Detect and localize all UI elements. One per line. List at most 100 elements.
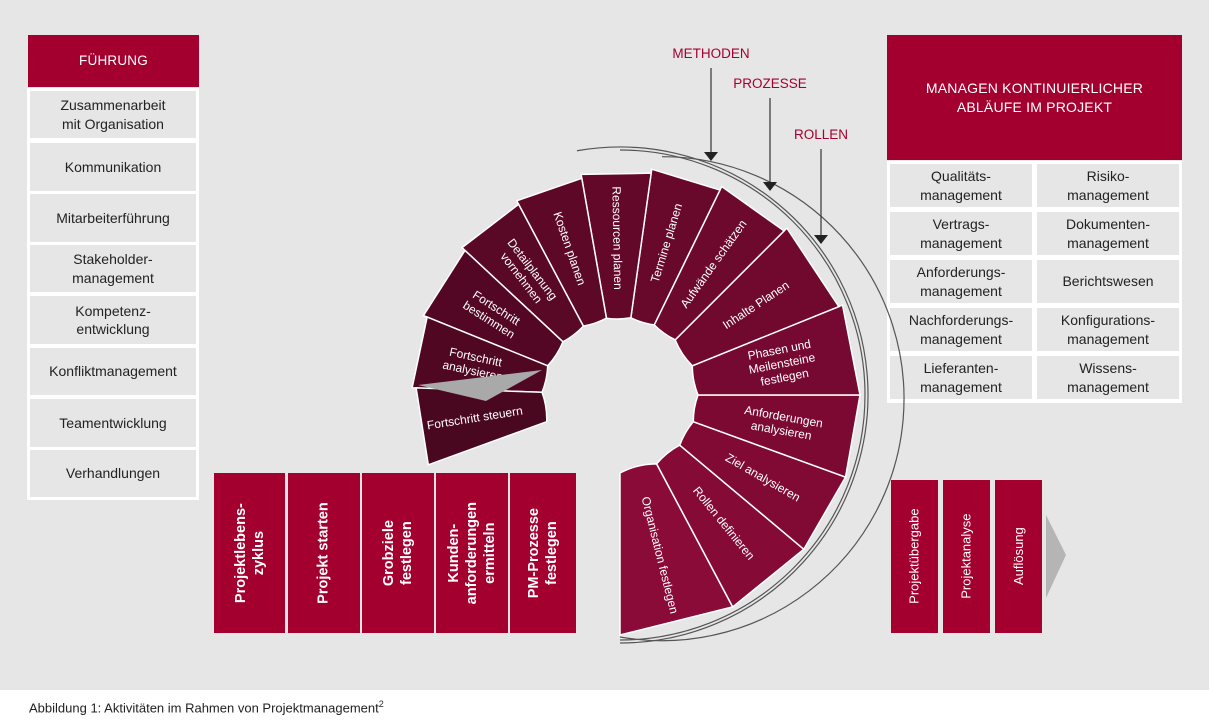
- ablauf-item: Lieferanten-management: [890, 356, 1032, 399]
- ablauf-item-label: Risiko-management: [1067, 167, 1149, 203]
- fuehrung-item-line2: entwicklung: [76, 321, 150, 337]
- spiral-segment-label: Ressourcen planen: [609, 186, 625, 290]
- ablauf-item-line1: Vertrags-: [932, 216, 990, 233]
- fuehrung-item-line1: Stakeholder-: [73, 251, 153, 268]
- pointer-label: ROLLEN: [794, 127, 848, 142]
- fuehrung-item-label: Kompetenz-entwicklung: [75, 302, 150, 338]
- spiral-segment: [655, 444, 806, 609]
- pointer-label: PROZESSE: [733, 76, 807, 91]
- spiral-segment: [678, 420, 847, 551]
- spiral-segment: [691, 304, 861, 396]
- ablauf-item-label: Anforderungs-management: [917, 263, 1006, 299]
- fuehrung-item-line2: management: [72, 269, 154, 286]
- ablauf-item-line1: Berichtswesen: [1062, 273, 1154, 290]
- ablauf-item-label: Konfigurations-management: [1061, 311, 1155, 347]
- fuehrung-item: Stakeholder-management: [30, 245, 196, 292]
- figure-caption: Abbildung 1: Aktivitäten im Rahmen von P…: [29, 699, 384, 715]
- ablauf-item: Risiko-management: [1037, 164, 1179, 207]
- ablauf-item: Berichtswesen: [1037, 260, 1179, 303]
- spiral-segment: [580, 172, 653, 320]
- start-phase: PM-Prozesse festlegen: [510, 473, 576, 633]
- fuehrung-item-label: Zusammenarbeit mit Organisation: [60, 96, 165, 132]
- ablauf-item-line2: management: [920, 234, 1002, 251]
- pointer-label: METHODEN: [672, 46, 749, 61]
- fuehrung-item-line1: Mitarbeiterführung: [56, 209, 170, 226]
- pointer-labels: METHODEN PROZESSE ROLLEN: [672, 46, 848, 244]
- fuehrung-item: Kommunikation: [30, 143, 196, 191]
- fuehrung-item-label: Teamentwicklung: [59, 414, 166, 432]
- ablauf-item-label: Lieferanten-management: [920, 359, 1002, 395]
- ablauf-item-label: Dokumenten-management: [1066, 215, 1150, 251]
- ablauf-item-line1: Dokumenten-: [1065, 216, 1151, 233]
- pointer-arrow-icon: [763, 182, 777, 191]
- ablauf-item-line1: Konfigurations-: [1060, 312, 1156, 329]
- spiral-outline-arc: [619, 149, 866, 641]
- ablauf-item: Nachforderungs-management: [890, 308, 1032, 351]
- fuehrung-item: Konfliktmanagement: [30, 348, 196, 395]
- spiral-segment: [619, 463, 734, 636]
- ablauf-item-line2: management: [920, 330, 1002, 347]
- fuehrung-item-line2: mit Organisation: [62, 115, 164, 132]
- ablaeufe-header: MANAGEN KONTINUIERLICHER ABLÄUFE IM PROJ…: [887, 35, 1182, 160]
- ablauf-item-label: Qualitäts-management: [920, 167, 1002, 203]
- ablauf-item-line1: Anforderungs-: [916, 264, 1006, 281]
- ablauf-item-line2: management: [1067, 378, 1149, 395]
- fuehrung-header: FÜHRUNG: [28, 35, 199, 87]
- fuehrung-item-line1: Kompetenz-: [75, 302, 151, 319]
- pointer-arrow-icon: [814, 235, 828, 244]
- diagram-canvas: FÜHRUNG Zusammenarbeit mit Organisation Ko…: [0, 0, 1209, 690]
- pointer-arrow-icon: [704, 152, 718, 161]
- fuehrung-item-label: Stakeholder-management: [72, 250, 154, 286]
- ablauf-item-line1: Lieferanten-: [923, 360, 999, 377]
- ablaeufe-header-line2: ABLÄUFE IM PROJEKT: [956, 98, 1113, 115]
- ablauf-item-line2: management: [920, 378, 1002, 395]
- ablauf-item: Konfigurations-management: [1037, 308, 1179, 351]
- fuehrung-item: Teamentwicklung: [30, 399, 196, 447]
- ablauf-item-line2: management: [1067, 330, 1149, 347]
- ablauf-item-line2: management: [920, 282, 1002, 299]
- spiral-segment: [460, 203, 585, 343]
- ablauf-item-line2: management: [920, 186, 1002, 203]
- fuehrung-item-line1: Kommunikation: [64, 158, 162, 175]
- end-phase: Auflösung: [995, 480, 1042, 633]
- ablauf-item-label: Nachforderungs-management: [909, 311, 1013, 347]
- end-phase: Projektanalyse: [943, 480, 990, 633]
- spiral-outline-arc: [576, 146, 869, 644]
- ablauf-item-line1: Risiko-: [1086, 168, 1130, 185]
- fuehrung-item-label: Mitarbeiterführung: [56, 209, 170, 227]
- spiral-outline-arc: [619, 156, 905, 642]
- fuehrung-item-line1: Teamentwicklung: [59, 414, 167, 431]
- start-phase: Projektlebens-zyklus: [214, 473, 285, 633]
- fuehrung-item: Kompetenz-entwicklung: [30, 296, 196, 344]
- spiral-segment: [515, 177, 608, 327]
- end-phase: Projektübergabe: [891, 480, 938, 633]
- spiral-arrow-tail: [418, 370, 542, 401]
- start-phase: Projekt starten: [288, 473, 360, 633]
- fuehrung-item-line1: Zusammenarbeit: [60, 97, 166, 114]
- fuehrung-item: Zusammenarbeit mit Organisation: [30, 91, 196, 138]
- spiral-segment: [415, 387, 548, 466]
- spiral-segment: [653, 185, 786, 341]
- ablauf-item-line2: management: [1067, 234, 1149, 251]
- fuehrung-item-label: Verhandlungen: [66, 464, 160, 482]
- fuehrung-header-label: FÜHRUNG: [79, 53, 148, 69]
- spiral-outline-arcs: [576, 146, 905, 644]
- spiral-segment: [692, 394, 861, 479]
- fuehrung-item-line1: Verhandlungen: [65, 465, 161, 482]
- caption-text: Abbildung 1: Aktivitäten im Rahmen von P…: [29, 700, 379, 716]
- spiral-diagram: Organisation festlegen Rollen definierenZ…: [411, 46, 1066, 644]
- ablaeufe-header-line1: MANAGEN KONTINUIERLICHER: [925, 80, 1144, 97]
- ablauf-item-label: Berichtswesen: [1062, 272, 1153, 290]
- fuehrung-item: Mitarbeiterführung: [30, 194, 196, 242]
- ablauf-item: Wissens-management: [1037, 356, 1179, 399]
- start-phase: Kunden-anforderungen ermitteln: [436, 473, 508, 633]
- spiral-segment-line: Ressourcen planen: [609, 186, 625, 290]
- spiral-segments: Organisation festlegen Rollen definierenZ…: [411, 168, 861, 636]
- ablauf-item-label: Wissens-management: [1067, 359, 1149, 395]
- end-arrow-icon: [1046, 515, 1066, 598]
- ablauf-item-line1: Nachforderungs-: [908, 312, 1014, 329]
- ablauf-item: Qualitäts-management: [890, 164, 1032, 207]
- fuehrung-item-line1: Konfliktmanagement: [49, 363, 177, 380]
- start-phase: Grobziele festlegen: [362, 473, 434, 633]
- fuehrung-item-label: Konfliktmanagement: [49, 362, 177, 380]
